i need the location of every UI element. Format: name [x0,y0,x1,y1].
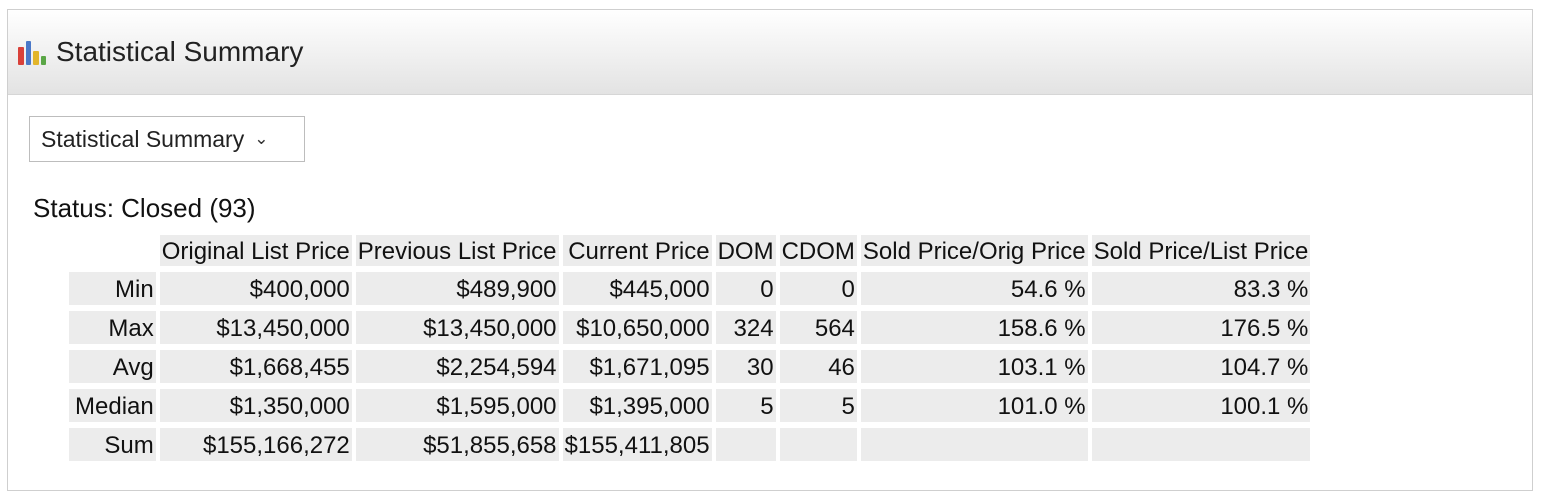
table-cell: $400,000 [159,272,352,305]
table-cell: 46 [779,350,857,383]
table-cell: $1,350,000 [159,389,352,422]
table-cell [860,428,1088,461]
table-row: Max $13,450,000 $13,450,000 $10,650,000 … [69,311,1311,344]
column-header: Sold Price/List Price [1091,235,1311,266]
column-header: Sold Price/Orig Price [860,235,1088,266]
table-cell: $489,900 [355,272,559,305]
table-cell: $51,855,658 [355,428,559,461]
row-label: Max [69,311,156,344]
table-cell: 54.6 % [860,272,1088,305]
table-cell: 0 [715,272,776,305]
table-cell: 101.0 % [860,389,1088,422]
table-cell: 5 [779,389,857,422]
table-cell: 158.6 % [860,311,1088,344]
table-row: Min $400,000 $489,900 $445,000 0 0 54.6 … [69,272,1311,305]
table-cell: $13,450,000 [159,311,352,344]
column-header: DOM [715,235,776,266]
column-header: Original List Price [159,235,352,266]
table-cell: $445,000 [562,272,712,305]
row-label: Median [69,389,156,422]
statistical-summary-panel: Statistical Summary Statistical Summary … [7,9,1533,491]
table-cell: 103.1 % [860,350,1088,383]
table-cell: 0 [779,272,857,305]
table-cell: $1,668,455 [159,350,352,383]
panel-title: Statistical Summary [56,36,304,67]
table-cell: 324 [715,311,776,344]
table-row: Median $1,350,000 $1,595,000 $1,395,000 … [69,389,1311,422]
table-cell: 100.1 % [1091,389,1311,422]
table-cell: 564 [779,311,857,344]
panel-header: Statistical Summary [8,10,1532,95]
statistics-table: Original List Price Previous List Price … [65,229,1314,467]
column-header: Previous List Price [355,235,559,266]
table-cell: $1,595,000 [355,389,559,422]
table-cell: $155,166,272 [159,428,352,461]
table-cell: $1,671,095 [562,350,712,383]
row-label: Avg [69,350,156,383]
table-cell: 5 [715,389,776,422]
bar-chart-icon [18,39,46,65]
column-header: Current Price [562,235,712,266]
table-cell: $1,395,000 [562,389,712,422]
corner-cell [69,235,156,266]
table-cell [1091,428,1311,461]
chevron-down-icon: ⌄ [254,129,269,148]
table-header-row: Original List Price Previous List Price … [69,235,1311,266]
table-row: Avg $1,668,455 $2,254,594 $1,671,095 30 … [69,350,1311,383]
table-cell: $155,411,805 [562,428,712,461]
dropdown-selected-value: Statistical Summary [41,125,245,152]
status-label: Status: Closed (93) [33,193,256,223]
table-cell: $2,254,594 [355,350,559,383]
summary-type-dropdown[interactable]: Statistical Summary ⌄ [29,116,305,162]
column-header: CDOM [779,235,857,266]
row-label: Min [69,272,156,305]
table-cell: 83.3 % [1091,272,1311,305]
table-cell: $10,650,000 [562,311,712,344]
table-row: Sum $155,166,272 $51,855,658 $155,411,80… [69,428,1311,461]
row-label: Sum [69,428,156,461]
table-cell [779,428,857,461]
table-cell: 30 [715,350,776,383]
table-cell [715,428,776,461]
table-cell: $13,450,000 [355,311,559,344]
table-cell: 176.5 % [1091,311,1311,344]
table-cell: 104.7 % [1091,350,1311,383]
